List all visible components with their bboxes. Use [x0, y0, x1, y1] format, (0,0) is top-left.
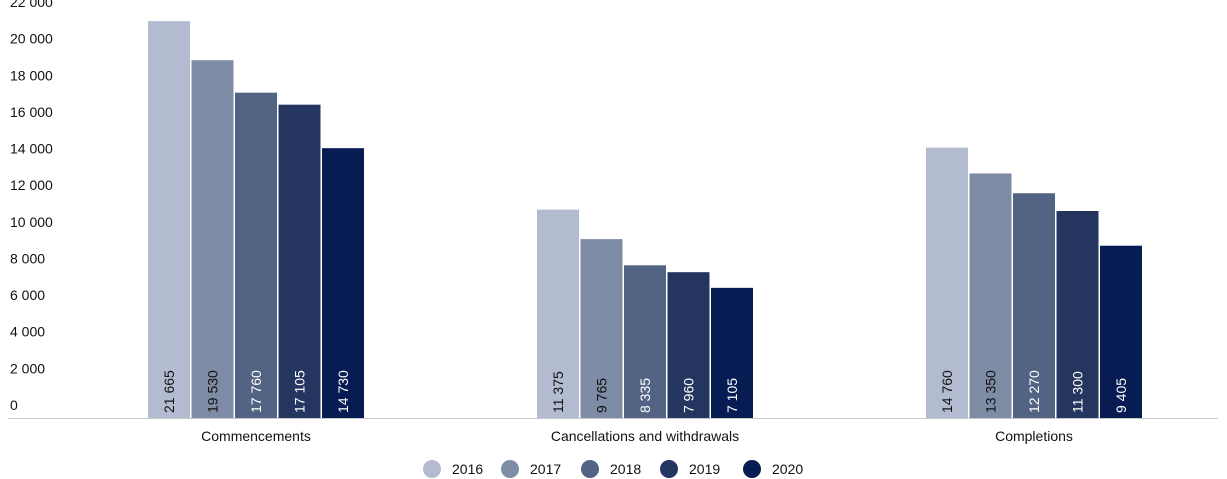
y-tick-label: 2 000	[10, 360, 45, 376]
x-axis: Commencements Cancellations and withdrawa…	[201, 428, 1073, 444]
category-label: Commencements	[201, 428, 311, 444]
category-label: Completions	[995, 428, 1073, 444]
legend: 2016 2017 2018 2019 2020	[423, 460, 803, 478]
data-labels: 21 665 19 530 17 760 17 105 14 730 11 375 9 76…	[161, 370, 1129, 413]
y-tick-label: 4 000	[10, 324, 45, 340]
y-tick-label: 8 000	[10, 250, 45, 266]
legend-swatch	[423, 460, 441, 478]
y-tick-label: 0	[10, 397, 18, 413]
bar-value-label: 14 760	[939, 370, 955, 413]
legend-item: 2016	[423, 460, 483, 478]
legend-label: 2018	[610, 461, 641, 477]
bar-value-label: 12 270	[1026, 370, 1042, 413]
bar	[1056, 211, 1099, 418]
legend-item: 2019	[660, 460, 720, 478]
legend-swatch	[743, 460, 761, 478]
legend-label: 2020	[772, 461, 803, 477]
bar	[191, 60, 234, 418]
bar-value-label: 7 105	[724, 378, 740, 413]
y-tick-label: 12 000	[10, 177, 53, 193]
y-tick-label: 18 000	[10, 67, 53, 83]
bar	[969, 173, 1012, 418]
bars	[148, 21, 1142, 418]
bar	[537, 209, 579, 418]
bar	[322, 148, 364, 418]
bar-value-label: 9 405	[1113, 378, 1129, 413]
bar-value-label: 8 335	[637, 378, 653, 413]
legend-swatch	[501, 460, 519, 478]
bar-value-label: 17 105	[292, 370, 308, 413]
legend-label: 2019	[689, 461, 720, 477]
legend-item: 2020	[743, 460, 803, 478]
bar	[148, 21, 190, 418]
bar-value-label: 13 350	[983, 370, 999, 413]
y-axis: 0 2 000 4 000 6 000 8 000 10 000 12 000 14 000 1…	[10, 0, 53, 413]
bar-value-label: 7 960	[681, 378, 697, 413]
y-tick-label: 20 000	[10, 31, 53, 47]
bar-value-label: 14 730	[335, 370, 351, 413]
y-tick-label: 14 000	[10, 141, 53, 157]
bar-value-label: 19 530	[205, 370, 221, 413]
bar	[1100, 245, 1142, 418]
legend-label: 2016	[452, 461, 483, 477]
bar	[580, 239, 623, 418]
y-tick-label: 16 000	[10, 104, 53, 120]
bar	[624, 265, 666, 418]
bar	[278, 104, 321, 418]
y-tick-label: 6 000	[10, 287, 45, 303]
bar-value-label: 11 375	[550, 371, 566, 413]
bar-value-label: 21 665	[161, 370, 177, 413]
legend-item: 2018	[581, 460, 641, 478]
legend-swatch	[581, 460, 599, 478]
bar	[667, 272, 710, 418]
bar	[926, 147, 968, 418]
bar-value-label: 11 300	[1070, 371, 1086, 413]
y-tick-label: 10 000	[10, 214, 53, 230]
legend-item: 2017	[501, 460, 561, 478]
bar	[235, 92, 277, 418]
bar-value-label: 17 760	[248, 370, 264, 413]
bar	[711, 287, 753, 418]
category-label: Cancellations and withdrawals	[551, 428, 739, 444]
legend-label: 2017	[530, 461, 561, 477]
bar	[1013, 193, 1055, 418]
legend-swatch	[660, 460, 678, 478]
y-tick-label: 22 000	[10, 0, 53, 10]
bar-value-label: 9 765	[594, 378, 610, 413]
